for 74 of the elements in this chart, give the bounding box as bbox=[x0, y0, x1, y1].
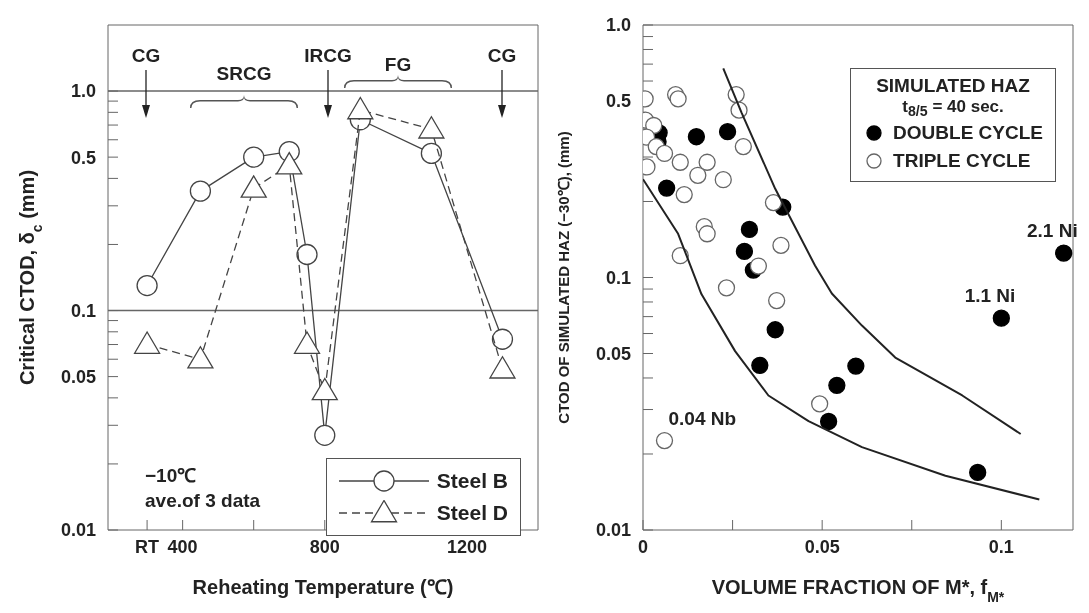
point bbox=[969, 463, 987, 482]
point bbox=[658, 179, 676, 197]
y-tick-label: 0.1 bbox=[605, 267, 631, 288]
point bbox=[420, 142, 443, 165]
point bbox=[718, 123, 737, 141]
point bbox=[133, 331, 161, 354]
y-tick-label: 0.1 bbox=[70, 300, 96, 321]
point bbox=[751, 356, 769, 374]
point bbox=[764, 193, 783, 212]
point bbox=[992, 309, 1010, 327]
point bbox=[687, 128, 706, 146]
y-tick-label: 0.01 bbox=[595, 520, 631, 541]
point bbox=[347, 96, 374, 120]
point bbox=[491, 328, 514, 350]
y-tick-label: 0.5 bbox=[605, 91, 631, 112]
annotation: IRCG bbox=[304, 45, 352, 67]
x-tick-label: RT bbox=[135, 536, 160, 557]
point bbox=[418, 116, 445, 139]
point bbox=[311, 377, 338, 401]
legend-title: SIMULATED HAZ bbox=[875, 75, 1031, 97]
legend-label: Steel D bbox=[436, 501, 508, 525]
x-axis-title: VOLUME FRACTION OF M*, f$_{M*}$ bbox=[711, 576, 1005, 605]
point bbox=[766, 321, 784, 339]
point bbox=[1055, 244, 1073, 262]
point bbox=[189, 180, 212, 202]
point bbox=[293, 331, 321, 354]
annotation: FG bbox=[384, 54, 412, 76]
annotation: CG bbox=[131, 45, 161, 67]
legend-label: Steel B bbox=[436, 469, 508, 493]
y-tick-label: 0.05 bbox=[60, 366, 96, 387]
x-tick-label: 0.05 bbox=[804, 536, 840, 557]
x-tick-label: 0.1 bbox=[988, 536, 1014, 557]
point bbox=[717, 279, 736, 297]
legend-label: DOUBLE CYCLE bbox=[893, 122, 1043, 145]
point bbox=[314, 424, 336, 446]
point bbox=[240, 175, 267, 198]
point bbox=[669, 90, 687, 108]
legend-label: TRIPLE CYCLE bbox=[893, 150, 1031, 173]
x-tick-label: 800 bbox=[309, 536, 340, 557]
y-tick-label: 0.5 bbox=[70, 147, 96, 168]
point bbox=[671, 153, 689, 171]
x-tick-label: 0 bbox=[637, 536, 649, 557]
point bbox=[811, 395, 829, 413]
point bbox=[828, 376, 846, 394]
annotation: 0.04 Nb bbox=[668, 407, 737, 429]
y-tick-label: 0.01 bbox=[60, 520, 96, 541]
point bbox=[675, 185, 693, 204]
point bbox=[819, 412, 838, 431]
point bbox=[655, 144, 674, 163]
point bbox=[735, 242, 754, 260]
x-tick-label: 1200 bbox=[446, 536, 487, 557]
annotation: −10℃ ave.of 3 data bbox=[145, 465, 261, 512]
y-tick-label: 0.05 bbox=[595, 343, 631, 364]
point bbox=[847, 357, 865, 375]
annotation: CG bbox=[487, 45, 517, 67]
point bbox=[243, 146, 265, 168]
annotation: t$_{8/5}$ = 40 sec. bbox=[901, 97, 1005, 120]
point bbox=[187, 346, 214, 369]
x-tick-label: 400 bbox=[167, 536, 198, 557]
point bbox=[489, 356, 516, 379]
annotation: 1.1 Ni bbox=[964, 285, 1016, 307]
point bbox=[772, 236, 790, 255]
y-axis-title: CTOD OF SIMULATED HAZ (−30℃), (mm) bbox=[555, 131, 572, 424]
y-tick-label: 1.0 bbox=[70, 81, 96, 102]
point bbox=[749, 257, 768, 275]
point bbox=[296, 243, 318, 266]
y-tick-label: 1.0 bbox=[605, 15, 631, 36]
annotation: 2.1 Ni bbox=[1026, 220, 1078, 242]
annotation: SRCG bbox=[216, 63, 272, 85]
point bbox=[136, 274, 158, 297]
point bbox=[698, 225, 716, 243]
point bbox=[276, 151, 303, 175]
x-axis-title: Reheating Temperature (℃) bbox=[192, 576, 454, 598]
point bbox=[740, 220, 759, 239]
